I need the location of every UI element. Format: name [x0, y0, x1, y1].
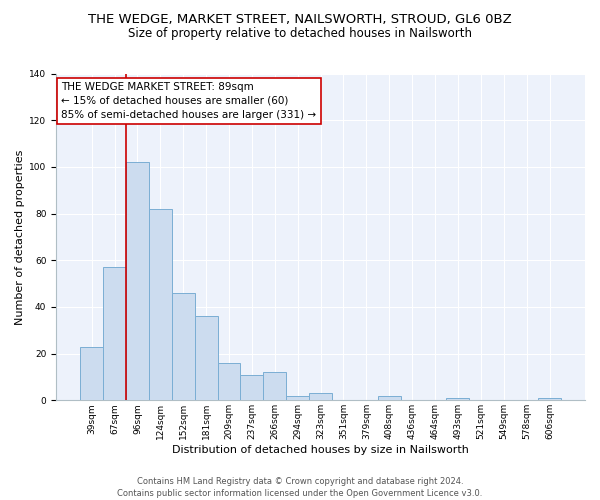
Bar [80, 346, 103, 401]
Bar [194, 316, 218, 400]
Bar [446, 398, 469, 400]
Bar [103, 267, 126, 400]
Bar [286, 396, 309, 400]
Y-axis label: Number of detached properties: Number of detached properties [15, 149, 25, 324]
Bar [309, 394, 332, 400]
X-axis label: Distribution of detached houses by size in Nailsworth: Distribution of detached houses by size … [172, 445, 469, 455]
Text: THE WEDGE MARKET STREET: 89sqm
← 15% of detached houses are smaller (60)
85% of : THE WEDGE MARKET STREET: 89sqm ← 15% of … [61, 82, 317, 120]
Bar [263, 372, 286, 400]
Bar [218, 363, 241, 401]
Bar [378, 396, 401, 400]
Bar [538, 398, 561, 400]
Bar [241, 374, 263, 400]
Bar [149, 209, 172, 400]
Bar [172, 293, 194, 401]
Text: THE WEDGE, MARKET STREET, NAILSWORTH, STROUD, GL6 0BZ: THE WEDGE, MARKET STREET, NAILSWORTH, ST… [88, 12, 512, 26]
Text: Contains HM Land Registry data © Crown copyright and database right 2024.
Contai: Contains HM Land Registry data © Crown c… [118, 476, 482, 498]
Bar [126, 162, 149, 400]
Text: Size of property relative to detached houses in Nailsworth: Size of property relative to detached ho… [128, 28, 472, 40]
